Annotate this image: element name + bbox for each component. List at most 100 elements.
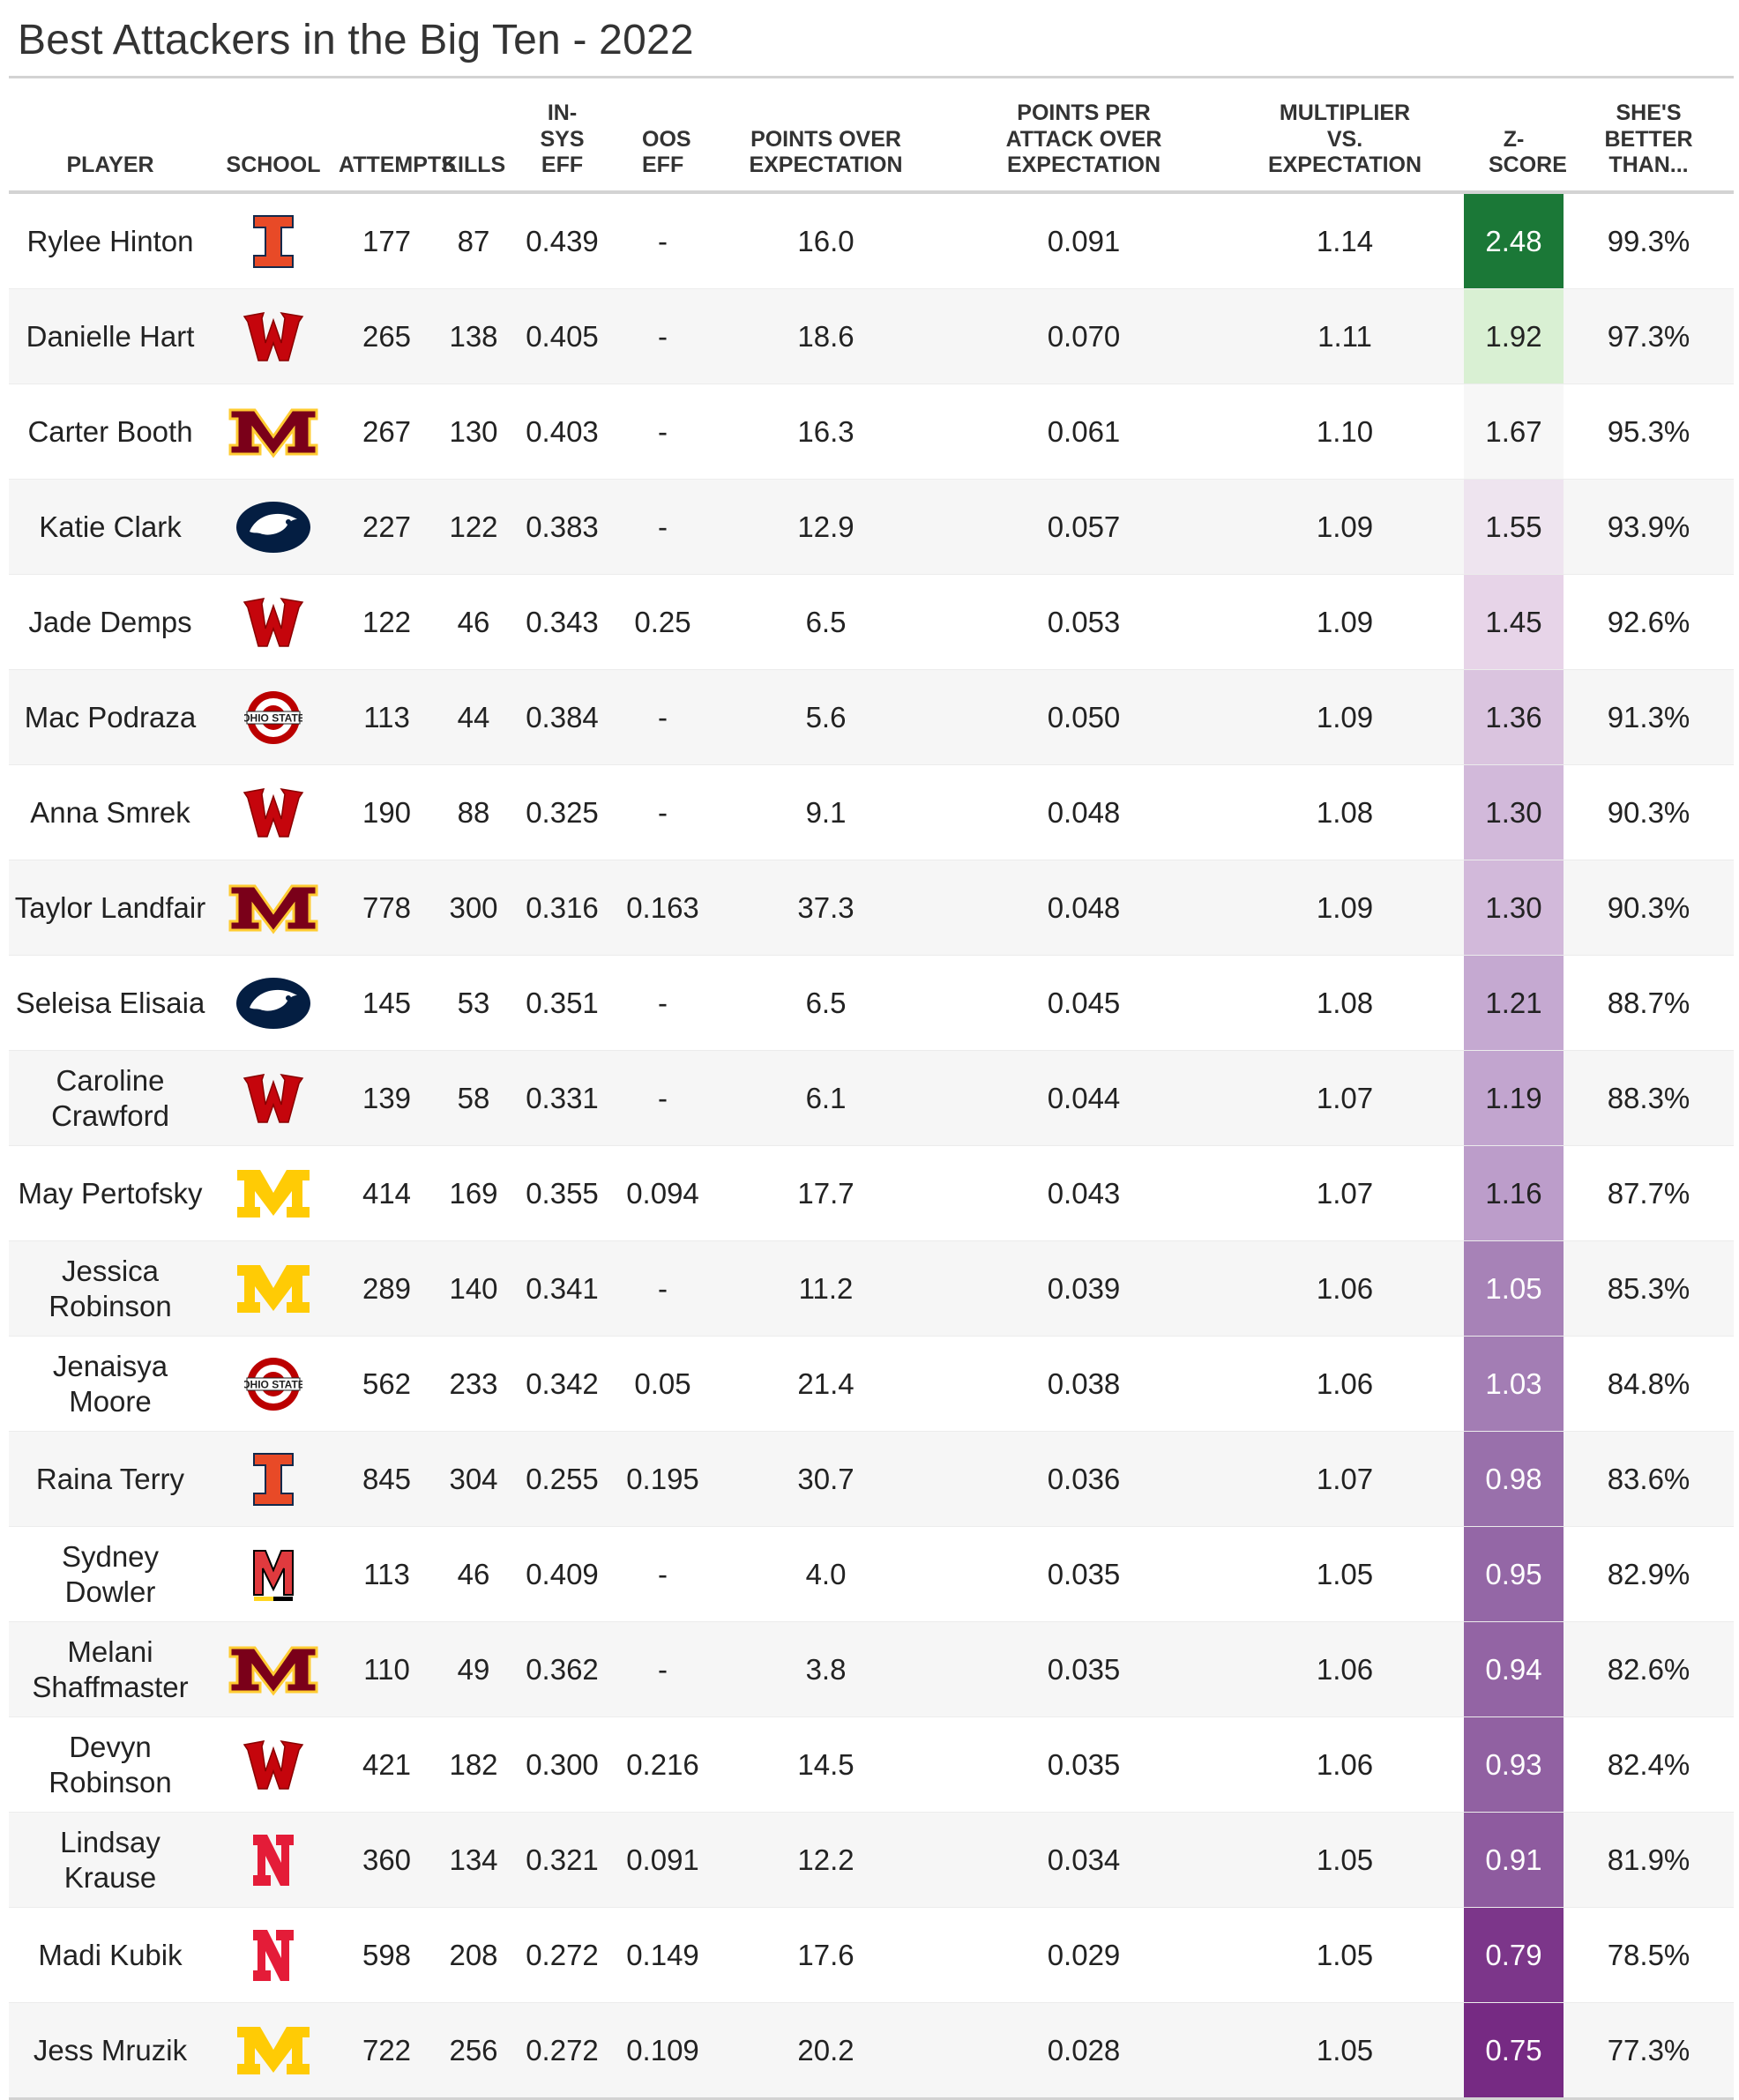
cell-player: Seleisa Elisaia bbox=[9, 955, 212, 1051]
cell-attempts: 562 bbox=[335, 1336, 438, 1432]
table-row[interactable]: Jessica Robinson 289 140 0.341-11.2 0.039 1.0… bbox=[9, 1240, 1734, 1337]
cell-player: Danielle Hart bbox=[9, 288, 212, 384]
cell-oos: - bbox=[616, 764, 710, 860]
title-divider bbox=[9, 76, 1734, 78]
cell-attempts: 122 bbox=[335, 574, 438, 670]
cell-oos: - bbox=[616, 1621, 710, 1717]
cell-oos: - bbox=[616, 1050, 710, 1146]
cell-ppa: 0.043 bbox=[942, 1145, 1226, 1241]
wisconsin-logo bbox=[241, 593, 306, 652]
cell-better: 82.6% bbox=[1564, 1621, 1734, 1717]
cell-kills: 49 bbox=[438, 1621, 509, 1717]
table-row[interactable]: Madi Kubik 598 208 0.272 0.149 17.6 0.029 1.05 0… bbox=[9, 1907, 1734, 2003]
table-row[interactable]: May Pertofsky 414 169 0.355 0.094 17.7 0.043 1.… bbox=[9, 1145, 1734, 1241]
cell-school bbox=[212, 955, 335, 1051]
table-row[interactable]: Jess Mruzik 722 256 0.272 0.109 20.2 0.028 1.05… bbox=[9, 2002, 1734, 2100]
col-header-better-than[interactable]: SHE'S BETTER THAN... bbox=[1564, 78, 1734, 194]
cell-mult: 1.08 bbox=[1226, 764, 1464, 860]
cell-insys: 0.409 bbox=[509, 1526, 616, 1622]
cell-ppa: 0.044 bbox=[942, 1050, 1226, 1146]
table-row[interactable]: Mac Podraza OHIO STATE 113 44 0.384-5.6 0.050… bbox=[9, 669, 1734, 765]
cell-insys: 0.405 bbox=[509, 288, 616, 384]
cell-player: Sydney Dowler bbox=[9, 1526, 212, 1622]
cell-oos: 0.163 bbox=[616, 860, 710, 956]
col-header-kills[interactable]: KILLS bbox=[438, 78, 509, 194]
cell-oos: - bbox=[616, 955, 710, 1051]
cell-ppa: 0.035 bbox=[942, 1526, 1226, 1622]
col-header-points-over-expectation[interactable]: POINTS OVER EXPECTATION bbox=[710, 78, 942, 194]
col-header-attempts[interactable]: ATTEMPTS bbox=[335, 78, 456, 194]
wisconsin-logo bbox=[241, 308, 306, 366]
table-row[interactable]: Katie Clark 227 122 0.383-12.9 0.057 1.09 1.55… bbox=[9, 479, 1734, 575]
table-row[interactable]: Carter Booth 267 130 0.403-16.3 0.061 1.10 1.6… bbox=[9, 384, 1734, 480]
cell-player: Devyn Robinson bbox=[9, 1716, 212, 1813]
illinois-logo bbox=[249, 1450, 298, 1508]
cell-better: 88.3% bbox=[1564, 1050, 1734, 1146]
cell-insys: 0.331 bbox=[509, 1050, 616, 1146]
wisconsin-logo bbox=[241, 1069, 306, 1128]
cell-mult: 1.06 bbox=[1226, 1621, 1464, 1717]
cell-ppa: 0.035 bbox=[942, 1621, 1226, 1717]
cell-oos: 0.195 bbox=[616, 1431, 710, 1527]
col-header-oos-eff[interactable]: OOS EFF bbox=[616, 78, 710, 194]
cell-mult: 1.07 bbox=[1226, 1050, 1464, 1146]
table-row[interactable]: Taylor Landfair 778 300 0.316 0.163 37.3 0.048… bbox=[9, 860, 1734, 956]
cell-poe: 9.1 bbox=[710, 764, 942, 860]
cell-insys: 0.384 bbox=[509, 669, 616, 765]
table-row[interactable]: Devyn Robinson 421 182 0.300 0.216 14.5 0.035 1… bbox=[9, 1716, 1734, 1813]
table-row[interactable]: Caroline Crawford 139 58 0.331-6.1 0.044 1.07… bbox=[9, 1050, 1734, 1146]
illinois-logo bbox=[249, 212, 298, 271]
cell-mult: 1.05 bbox=[1226, 1526, 1464, 1622]
col-header-multiplier[interactable]: MULTIPLIER VS. EXPECTATION bbox=[1226, 78, 1464, 194]
cell-school bbox=[212, 574, 335, 670]
cell-z: 1.55 bbox=[1464, 479, 1564, 575]
cell-z: 0.79 bbox=[1464, 1907, 1564, 2003]
table-row[interactable]: Seleisa Elisaia 145 53 0.351-6.5 0.045 1.08 1.… bbox=[9, 955, 1734, 1051]
cell-better: 85.3% bbox=[1564, 1240, 1734, 1337]
cell-player: Taylor Landfair bbox=[9, 860, 212, 956]
cell-school bbox=[212, 479, 335, 575]
table-row[interactable]: Anna Smrek 190 88 0.325-9.1 0.048 1.08 1.30 90.… bbox=[9, 764, 1734, 860]
cell-z: 0.95 bbox=[1464, 1526, 1564, 1622]
cell-oos: - bbox=[616, 479, 710, 575]
cell-school bbox=[212, 1240, 335, 1337]
col-header-z-score[interactable]: Z-SCORE bbox=[1464, 78, 1567, 194]
cell-school: OHIO STATE bbox=[212, 1336, 335, 1432]
cell-school bbox=[212, 1145, 335, 1241]
cell-ppa: 0.035 bbox=[942, 1716, 1226, 1813]
cell-poe: 5.6 bbox=[710, 669, 942, 765]
table-row[interactable]: Jenaisya Moore OHIO STATE 562 233 0.342 0.05 2… bbox=[9, 1336, 1734, 1432]
table-row[interactable]: Jade Demps 122 46 0.343 0.25 6.5 0.053 1.09 1.45… bbox=[9, 574, 1734, 670]
cell-attempts: 113 bbox=[335, 1526, 438, 1622]
nebraska-logo bbox=[250, 1831, 296, 1889]
table-row[interactable]: Lindsay Krause 360 134 0.321 0.091 12.2 0.034 1… bbox=[9, 1812, 1734, 1908]
col-header-points-per-attack[interactable]: POINTS PER ATTACK OVER EXPECTATION bbox=[942, 78, 1226, 194]
col-header-school[interactable]: SCHOOL bbox=[212, 78, 335, 194]
cell-attempts: 265 bbox=[335, 288, 438, 384]
cell-better: 97.3% bbox=[1564, 288, 1734, 384]
cell-insys: 0.351 bbox=[509, 955, 616, 1051]
cell-insys: 0.343 bbox=[509, 574, 616, 670]
cell-poe: 6.1 bbox=[710, 1050, 942, 1146]
cell-oos: 0.109 bbox=[616, 2002, 710, 2100]
cell-insys: 0.272 bbox=[509, 1907, 616, 2003]
table-row[interactable]: Rylee Hinton 177 87 0.439-16.0 0.091 1.14 2.48… bbox=[9, 192, 1734, 289]
cell-attempts: 289 bbox=[335, 1240, 438, 1337]
cell-kills: 304 bbox=[438, 1431, 509, 1527]
cell-z: 0.94 bbox=[1464, 1621, 1564, 1717]
cell-attempts: 113 bbox=[335, 669, 438, 765]
table-row[interactable]: Raina Terry 845 304 0.255 0.195 30.7 0.036 1.07… bbox=[9, 1431, 1734, 1527]
table-row[interactable]: Sydney Dowler 113 46 0.409-4.0 0.035 1.05 0.95… bbox=[9, 1526, 1734, 1622]
cell-ppa: 0.061 bbox=[942, 384, 1226, 480]
cell-mult: 1.06 bbox=[1226, 1240, 1464, 1337]
cell-z: 2.48 bbox=[1464, 192, 1564, 289]
cell-school bbox=[212, 192, 335, 289]
cell-mult: 1.08 bbox=[1226, 955, 1464, 1051]
col-header-player[interactable]: PLAYER bbox=[9, 78, 212, 194]
col-header-insys-eff[interactable]: IN-SYS EFF bbox=[509, 78, 616, 194]
table-row[interactable]: Melani Shaffmaster 110 49 0.362-3.8 0.035 1.0… bbox=[9, 1621, 1734, 1717]
cell-z: 1.30 bbox=[1464, 860, 1564, 956]
table-row[interactable]: Danielle Hart 265 138 0.405-18.6 0.070 1.11 1.… bbox=[9, 288, 1734, 384]
cell-oos: 0.091 bbox=[616, 1812, 710, 1908]
ohio-state-logo: OHIO STATE bbox=[244, 1355, 302, 1413]
